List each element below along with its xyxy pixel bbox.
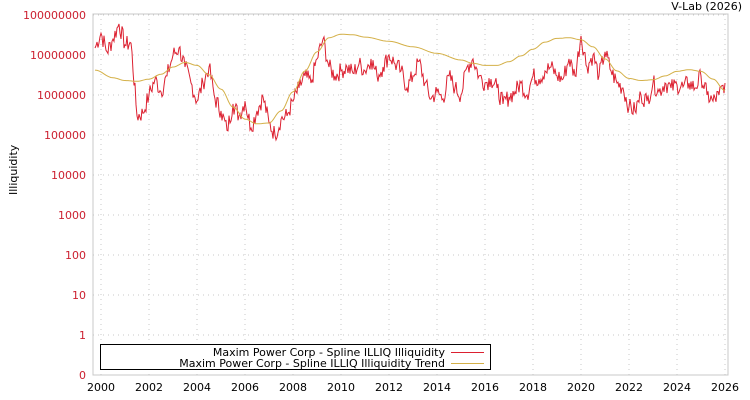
legend-item-trend: Maxim Power Corp - Spline ILLIQ Illiquid… xyxy=(179,356,484,370)
x-tick-label: 2012 xyxy=(375,381,403,394)
illiquidity-trend-line xyxy=(94,33,726,125)
y-axis-ticks: 1000000001000000010000001000001000010001… xyxy=(23,9,86,382)
legend-label: Maxim Power Corp - Spline ILLIQ Illiquid… xyxy=(212,345,445,359)
x-tick-label: 2026 xyxy=(711,381,739,394)
y-tick-label: 10000000 xyxy=(30,49,86,62)
y-tick-label: 1000 xyxy=(58,209,86,222)
chart-legend: Maxim Power Corp - Spline ILLIQ Illiquid… xyxy=(100,344,491,370)
legend-label: Maxim Power Corp - Spline ILLIQ Illiquid… xyxy=(179,356,445,370)
plot-area-border xyxy=(92,13,729,376)
y-tick-label: 10 xyxy=(72,289,86,302)
x-tick-label: 2020 xyxy=(567,381,595,394)
y-tick-label: 1000000 xyxy=(37,89,86,102)
y-axis-label: Illiquidity xyxy=(7,144,20,195)
x-tick-label: 2000 xyxy=(87,381,115,394)
y-tick-label: 100000000 xyxy=(23,9,86,22)
x-tick-label: 2008 xyxy=(279,381,307,394)
grid-lines xyxy=(93,14,728,375)
y-tick-label: 10000 xyxy=(51,169,86,182)
legend-swatch-red xyxy=(451,351,484,353)
illiquidity-series-line xyxy=(94,23,726,142)
x-tick-label: 2004 xyxy=(183,381,211,394)
chart-credit: V-Lab (2026) xyxy=(671,0,742,13)
x-axis-ticks: 2000 2002 2004 2006 2008 2010 2012 2014 2016 2018… xyxy=(87,381,739,394)
y-tick-label: 100 xyxy=(65,249,86,262)
x-tick-label: 2014 xyxy=(423,381,451,394)
x-tick-label: 2016 xyxy=(471,381,499,394)
x-tick-label: 2018 xyxy=(519,381,547,394)
y-tick-label: 0 xyxy=(79,369,86,382)
y-tick-label: 1 xyxy=(79,329,86,342)
x-tick-label: 2022 xyxy=(615,381,643,394)
x-tick-label: 2002 xyxy=(135,381,163,394)
x-tick-label: 2010 xyxy=(327,381,355,394)
legend-swatch-gold xyxy=(451,362,484,364)
x-tick-label: 2006 xyxy=(231,381,259,394)
x-tick-label: 2024 xyxy=(663,381,691,394)
y-tick-label: 100000 xyxy=(44,129,86,142)
legend-item-illiquidity: Maxim Power Corp - Spline ILLIQ Illiquid… xyxy=(212,345,484,359)
